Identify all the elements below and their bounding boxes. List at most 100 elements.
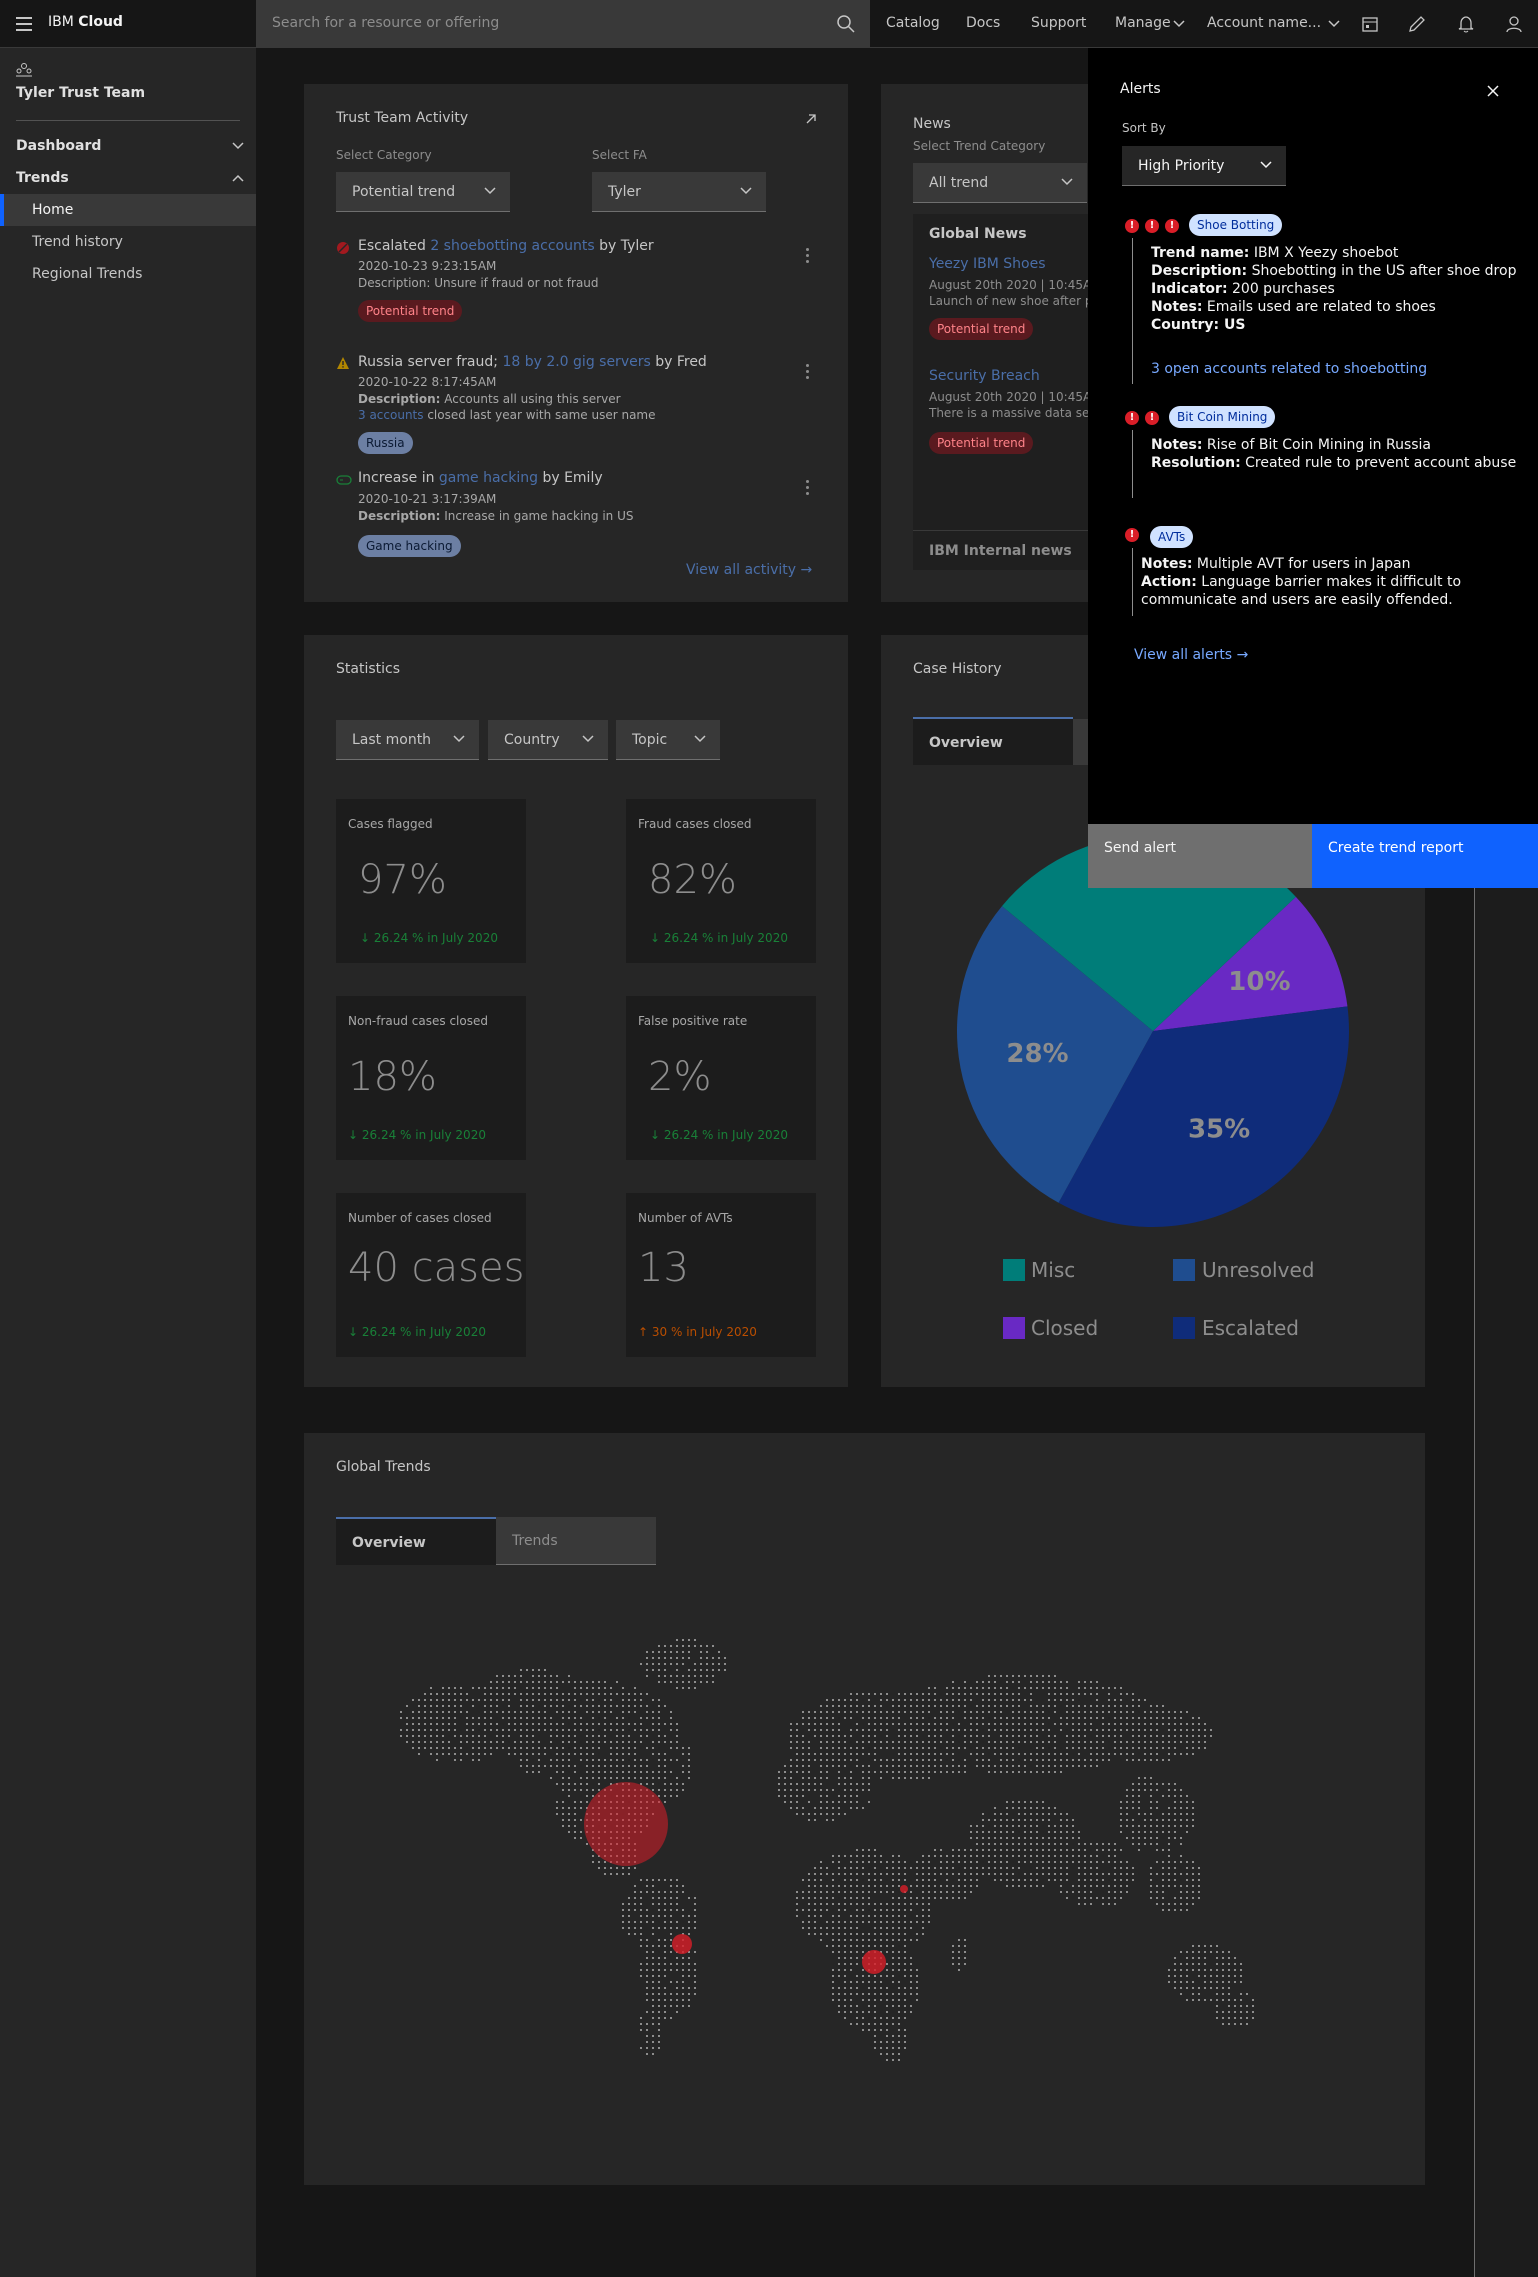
user-avatar-icon[interactable] [1504,14,1524,34]
view-all-activity-link[interactable]: View all activity → [686,562,813,578]
map-dot [538,1675,540,1677]
country-dropdown[interactable]: Country [488,720,608,760]
nav-docs[interactable]: Docs [966,15,1001,31]
map-dot [1060,1873,1062,1875]
map-dot [454,1693,456,1695]
nav-catalog[interactable]: Catalog [886,15,940,31]
map-dot [1102,1759,1104,1761]
create-trend-report-button[interactable]: Create trend report [1312,824,1538,888]
search-input[interactable]: Search for a resource or offering [272,15,500,31]
sidebar-item-home[interactable]: Home [0,194,256,226]
overflow-menu-icon[interactable] [806,248,810,266]
sort-dropdown[interactable]: High Priority [1122,146,1286,186]
tab-overview[interactable]: Overview [913,717,1073,765]
launch-icon[interactable] [804,112,818,126]
tab-trends[interactable]: Trends [496,1517,656,1565]
category-dropdown[interactable]: Potential trend [336,172,510,212]
edit-icon[interactable] [1407,14,1427,34]
map-dot [616,1741,618,1743]
item-link[interactable]: 18 by 2.0 gig servers [502,354,651,370]
map-dot [1126,1741,1128,1743]
internal-news-panel[interactable]: IBM Internal news [913,530,1088,570]
map-dot [484,1747,486,1749]
trend-category-dropdown[interactable]: All trend [913,163,1087,203]
topic-dropdown[interactable]: Topic [616,720,720,760]
map-dot [970,1693,972,1695]
sidebar-item-dashboard[interactable]: Dashboard [0,130,256,162]
map-dot [592,1777,594,1779]
map-dot [622,1873,624,1875]
alert-divider [1132,238,1133,384]
map-dot [988,1759,990,1761]
map-dot [622,1867,624,1869]
hotspot-marker[interactable] [900,1885,908,1893]
map-dot [688,1645,690,1647]
map-dot [718,1669,720,1671]
open-accounts-link[interactable]: 3 open accounts related to shoebotting [1151,361,1428,377]
map-dot [706,1675,708,1677]
item-link[interactable]: game hacking [438,470,538,486]
map-dot [1150,1735,1152,1737]
nav-manage[interactable]: Manage [1115,15,1171,31]
map-dot [1228,1987,1230,1989]
map-dot [1132,1837,1134,1839]
map-dot [418,1723,420,1725]
hotspot-marker[interactable] [672,1934,692,1954]
map-dot [646,1993,648,1995]
map-dot [988,1693,990,1695]
overflow-menu-icon[interactable] [806,480,810,498]
map-dot [478,1735,480,1737]
map-dot [532,1669,534,1671]
overflow-menu-icon[interactable] [806,364,810,382]
news-item-title[interactable]: Yeezy IBM Shoes [929,256,1046,272]
stat-value: 40 cases [348,1245,525,1291]
sidebar-item-trend-history[interactable]: Trend history [32,234,123,250]
hamburger-menu-icon[interactable] [16,17,32,31]
hotspot-marker[interactable] [862,1950,886,1974]
accounts-link[interactable]: 3 accounts [358,408,424,422]
search-bar[interactable]: Search for a resource or offering [256,0,870,48]
brand-logo[interactable]: IBM Cloud [48,14,123,30]
map-dot [556,1765,558,1767]
map-dot [808,1903,810,1905]
notification-bell-icon[interactable] [1456,14,1476,34]
period-dropdown[interactable]: Last month [336,720,479,760]
map-dot [1126,1879,1128,1881]
map-dot [1006,1813,1008,1815]
map-dot [886,1939,888,1941]
map-dot [454,1735,456,1737]
map-dot [1180,1819,1182,1821]
search-icon[interactable] [836,14,856,34]
map-dot [850,1795,852,1797]
map-dot [1156,1819,1158,1821]
tab-overview[interactable]: Overview [336,1517,496,1565]
map-dot [580,1753,582,1755]
send-alert-button[interactable]: Send alert [1088,824,1312,888]
map-dot [1168,1747,1170,1749]
sidebar-item-trends[interactable]: Trends [0,162,256,194]
map-dot [598,1861,600,1863]
hotspot-marker[interactable] [584,1782,668,1866]
map-dot [820,1915,822,1917]
map-dot [442,1705,444,1707]
view-all-alerts-link[interactable]: View all alerts → [1134,647,1249,663]
map-dot [634,1705,636,1707]
fa-dropdown[interactable]: Tyler [592,172,766,212]
map-dot [874,1909,876,1911]
tab-second[interactable] [1073,719,1089,765]
close-icon[interactable] [1486,84,1500,98]
sidebar-item-regional-trends[interactable]: Regional Trends [32,266,143,282]
item-link[interactable]: 2 shoebotting accounts [430,238,595,254]
map-dot [652,1771,654,1773]
calendar-icon[interactable] [1360,14,1380,34]
nav-support[interactable]: Support [1031,15,1087,31]
map-dot [934,1693,936,1695]
map-dot [676,1651,678,1653]
account-switcher[interactable]: Account name... [1207,15,1322,31]
map-dot [850,1999,852,2001]
map-dot [1084,1741,1086,1743]
news-item-title[interactable]: Security Breach [929,368,1040,384]
map-dot [922,1855,924,1857]
map-dot [832,1945,834,1947]
map-dot [952,1765,954,1767]
